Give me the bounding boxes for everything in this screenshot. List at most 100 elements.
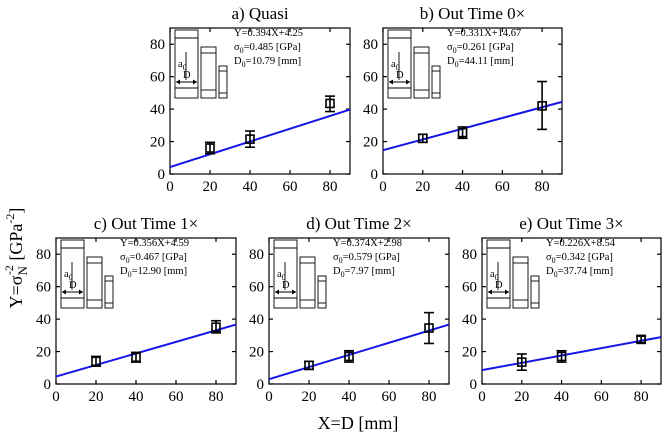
specimen-small (431, 65, 441, 99)
specimen-large (174, 29, 199, 99)
fit-equation: Y=0.394X+4.25 (234, 28, 303, 39)
arrow-head-icon (389, 79, 393, 85)
y-tick-label: 0 (158, 167, 166, 183)
x-tick-label: 40 (342, 389, 357, 405)
specimen-medium (413, 46, 430, 99)
width-label: D (69, 280, 77, 291)
data-point (344, 351, 354, 362)
x-tick-label: 60 (382, 389, 397, 405)
y-tick-label: 80 (150, 37, 165, 53)
d0-annotation: D0=12.90 [mm] (120, 266, 187, 279)
crack-length-symbol: a (64, 269, 69, 280)
x-tick-label: 80 (422, 389, 437, 405)
x-tick-label: 40 (129, 389, 144, 405)
plot-frame (481, 237, 662, 385)
x-tick-label: 0 (166, 179, 174, 195)
y-label-close: ] (6, 208, 26, 214)
arrow-head-icon (292, 289, 296, 295)
sigma-symbol: σ (546, 252, 552, 263)
sigma-subscript: 0 (453, 46, 457, 55)
x-tick-label: 80 (323, 179, 338, 195)
x-tick-label: 0 (478, 389, 486, 405)
panel-b: b) Out Time 0×0 20 40 60 80020406080a0DY=0.3… (363, 4, 563, 195)
crack-length-label: a0 (178, 59, 187, 72)
x-tick-label: 80 (535, 179, 550, 195)
plot-frame (169, 27, 351, 175)
y-label-unit-sup: -2 (3, 214, 17, 224)
x-tick-label: 60 (283, 179, 298, 195)
crack-length-label: a0 (490, 269, 499, 282)
specimen-inset: a0D (273, 239, 327, 309)
fit-equation: Y=0.331X+14.67 (447, 28, 521, 39)
sigma-value: =0.342 [GPa] (556, 252, 613, 263)
y-tick-label: 60 (249, 280, 264, 296)
y-tick-label: 80 (36, 247, 51, 263)
x-tick-label: 40 (243, 179, 258, 195)
arrow-head-icon (176, 79, 180, 85)
specimen-small (530, 275, 540, 309)
x-tick-label: 20 (203, 179, 218, 195)
width-label: D (282, 280, 290, 291)
crack-length-symbol: a (391, 59, 396, 70)
specimen-medium (299, 256, 316, 309)
d0-value: =12.90 [mm] (132, 266, 188, 277)
y-tick-label: 20 (36, 345, 51, 361)
sigma-symbol: σ (333, 252, 339, 263)
d0-symbol: D (447, 56, 455, 67)
y-tick-label: 20 (249, 345, 264, 361)
arrow-head-icon (275, 289, 279, 295)
y-label-main: Y=σ (6, 275, 26, 308)
sigma-symbol: σ (447, 42, 453, 53)
x-tick-label: 20 (89, 389, 104, 405)
fit-line (55, 323, 237, 378)
y-tick-label: 80 (462, 247, 477, 263)
y-label-sup: -2 (2, 265, 16, 275)
fit-line (268, 323, 450, 381)
specimen-small (104, 275, 114, 309)
data-point (325, 98, 335, 109)
crack-length-label: a0 (391, 59, 400, 72)
d0-subscript: 0 (242, 60, 246, 69)
specimen-inset: a0D (60, 239, 114, 309)
specimen-large (486, 239, 511, 309)
sigma-value: =0.579 [GPa] (343, 252, 400, 263)
crack-length-symbol: a (277, 269, 282, 280)
arrow-head-icon (79, 289, 83, 295)
specimen-inset: a0D (387, 29, 441, 99)
sigma-value: =0.485 [GPa] (244, 42, 301, 53)
y-tick-label: 40 (249, 312, 264, 328)
specimen-large (60, 239, 85, 309)
y-tick-label: 80 (363, 37, 378, 53)
arrow-head-icon (406, 79, 410, 85)
fit-line (481, 336, 662, 372)
y-label-sub: N (15, 266, 30, 276)
width-label: D (183, 70, 191, 81)
data-point (516, 357, 527, 367)
sigma-annotation: σ0=0.342 [GPa] (546, 252, 613, 265)
data-point (91, 356, 101, 367)
panel-title: c) Out Time 1× (94, 214, 199, 233)
sigma-subscript: 0 (126, 256, 130, 265)
specimen-small (218, 65, 228, 99)
arrow-head-icon (62, 289, 66, 295)
x-tick-label: 20 (415, 179, 430, 195)
d0-symbol: D (120, 266, 128, 277)
fit-equation: Y=0.374X+2.98 (333, 238, 402, 249)
y-tick-label: 0 (470, 377, 478, 393)
y-tick-label: 60 (150, 70, 165, 86)
crack-length-symbol: a (490, 269, 495, 280)
sigma-subscript: 0 (339, 256, 343, 265)
fit-equation: Y=0.226X+8.54 (546, 238, 616, 249)
specimen-inset: a0D (486, 239, 540, 309)
y-tick-label: 40 (150, 102, 165, 118)
d0-subscript: 0 (341, 270, 345, 279)
y-tick-label: 0 (371, 167, 379, 183)
fit-line (382, 100, 563, 152)
panel-e: e) Out Time 3×0 20 40 60 80020406080a0DY=0.2… (462, 214, 662, 405)
y-tick-label: 20 (150, 135, 165, 151)
